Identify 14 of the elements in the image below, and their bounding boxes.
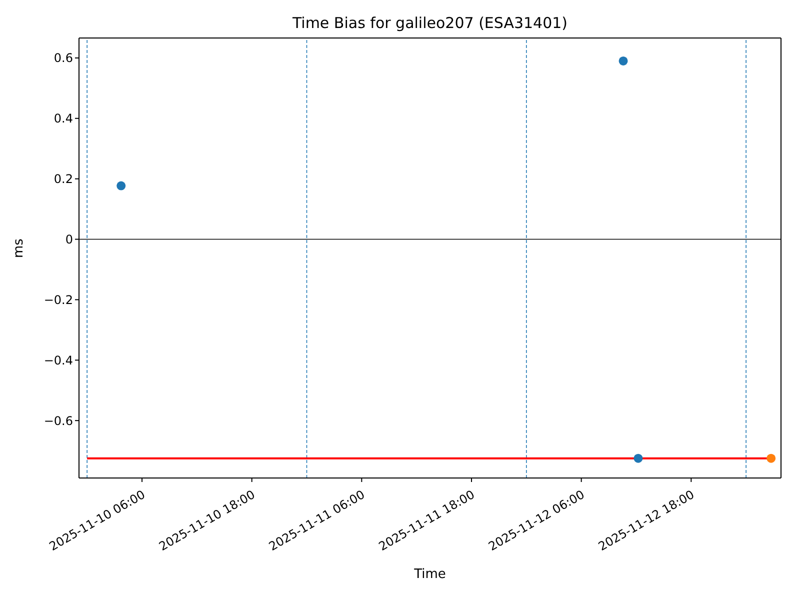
y-tick-label: 0 [65, 232, 73, 247]
chart-title: Time Bias for galileo207 (ESA31401) [291, 14, 568, 32]
point [116, 181, 126, 190]
x-axis-title: Time [413, 567, 446, 582]
y-tick-label: 0.6 [54, 51, 73, 66]
y-tick-label: −0.4 [44, 353, 73, 368]
y-tick-label: −0.6 [44, 414, 73, 428]
y-tick-label: 0.2 [54, 172, 73, 186]
point [766, 454, 776, 463]
point [634, 454, 643, 463]
y-axis-title: ms [12, 238, 27, 258]
point [618, 56, 628, 66]
y-tick-label: −0.2 [44, 292, 73, 307]
y-tick-label: 0.4 [54, 112, 73, 126]
